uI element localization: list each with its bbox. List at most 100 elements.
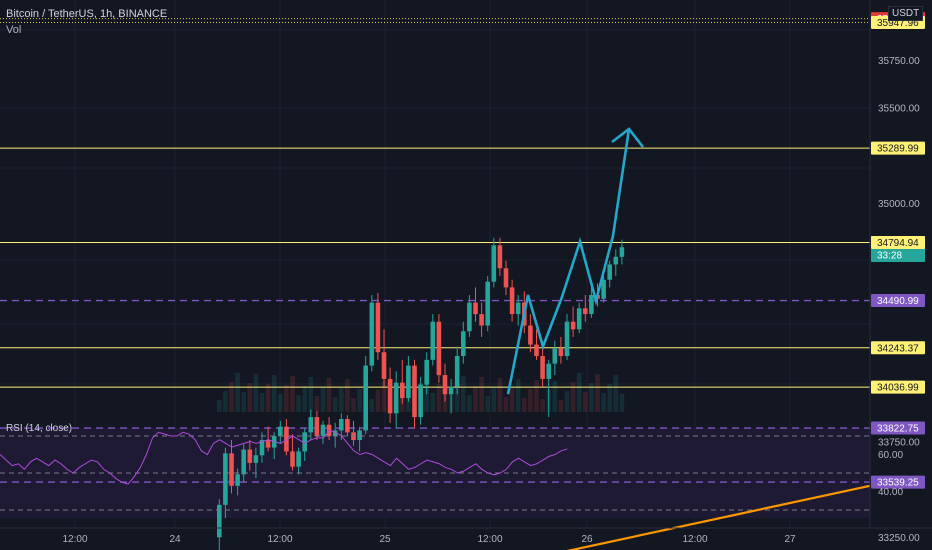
volume-bar [265,384,271,412]
price-tick-label: 35500.00 [878,104,920,115]
time-tick-label: 12:00 [62,534,87,545]
volume-bar [345,379,350,412]
time-tick-label: 12:00 [477,534,502,545]
price-tag-label: 34036.99 [877,383,919,394]
candle-body [467,302,472,332]
candle-body [552,348,558,364]
candle-body [479,314,484,326]
candle-body [375,302,381,353]
symbol-title[interactable]: Bitcoin / TetherUS, 1h, BINANCE [6,8,168,20]
volume-bar [217,400,222,412]
candle-body [381,352,387,379]
time-tick-label: 26 [581,534,593,545]
price-tag-label: 34794.94 [877,238,919,249]
candle-body [430,321,436,360]
candle-body [448,386,454,395]
volume-bar [271,375,277,412]
candle-body [223,453,228,505]
volume-bar [302,386,307,412]
volume-bar [381,381,387,412]
candle-body [558,348,564,357]
candle-body [229,453,234,486]
volume-bar [241,392,246,412]
volume-bar [613,375,619,412]
candle-body [515,302,521,315]
candle-body [454,356,460,387]
trendline [566,484,871,550]
price-tag-label: 34243.37 [877,343,919,354]
volume-bar [253,374,259,412]
price-tick-label: 33750.00 [878,437,920,448]
volume-bar [229,382,234,412]
price-tag-label: 35947.96 [877,18,919,29]
volume-bar [509,388,515,412]
candle-body [497,245,503,269]
volume-bar [576,373,582,412]
volume-bar [357,389,362,412]
volume-label[interactable]: Vol [6,24,22,36]
rsi-label[interactable]: RSI (14, close) [6,423,73,434]
price-tick-label: 35750.00 [878,56,920,67]
candle-body [235,474,240,486]
time-tick-label: 27 [784,534,796,545]
volume-bar [320,387,326,412]
volume-bar [558,400,564,412]
candle-body [339,419,344,431]
volume-bar [430,393,436,412]
volume-bar [528,389,533,412]
candle-body [570,321,576,330]
candle-body [253,455,259,463]
volume-bar [284,385,289,412]
candle-body [619,247,625,257]
volume-bar [497,378,503,412]
volume-bar [296,395,301,412]
volume-bar [467,395,472,412]
volume-bar [278,394,283,412]
volume-bar [503,397,509,412]
volume-bar [369,399,375,412]
volume-bar [259,393,265,412]
candle-body [265,439,271,448]
price-tag [871,294,925,308]
volume-bar [375,390,381,412]
horizontal-levels [0,18,870,483]
rsi-tick-label: 60.00 [878,450,903,461]
candle-body [546,363,551,379]
volume-bar [583,392,588,412]
volume-bar [351,398,356,412]
currency-unit-button[interactable]: USDT [888,6,924,21]
countdown-label: 33:28 [877,251,902,262]
candle-body [308,417,314,433]
volume-bar [235,373,240,412]
price-tag [871,380,925,394]
rsi-line [0,429,568,485]
price-axis[interactable]: 35750.00 35500.00 35000.00 33750.00 33250.00 [878,56,920,544]
rsi-axis: 60.00 40.00 [878,450,903,498]
volume-bar [290,376,295,412]
candle-body [369,302,375,366]
candle-body [491,245,497,282]
candle-body [576,308,582,330]
volume-bar [314,396,320,412]
candle-body [363,365,368,431]
candle-body [393,382,399,414]
volume-bar [332,397,338,412]
volume-bar [564,391,570,412]
candle-body [314,417,320,437]
volume-bar [491,387,497,412]
price-tag-label: 35289.99 [877,144,919,155]
candle-body [424,359,429,385]
price-tag [871,236,925,250]
volume-bar [534,380,539,412]
price-tag [871,141,925,155]
candle-body [284,426,289,452]
price-axis-background [870,0,932,528]
price-tag [871,421,925,435]
candle-body [528,325,533,345]
volume-bar [595,374,600,412]
volume-bar [485,396,490,412]
rsi-indicator [0,429,870,511]
time-axis[interactable]: 12:00 24 12:00 25 12:00 26 12:00 27 [62,534,796,545]
candle-body [247,449,253,463]
